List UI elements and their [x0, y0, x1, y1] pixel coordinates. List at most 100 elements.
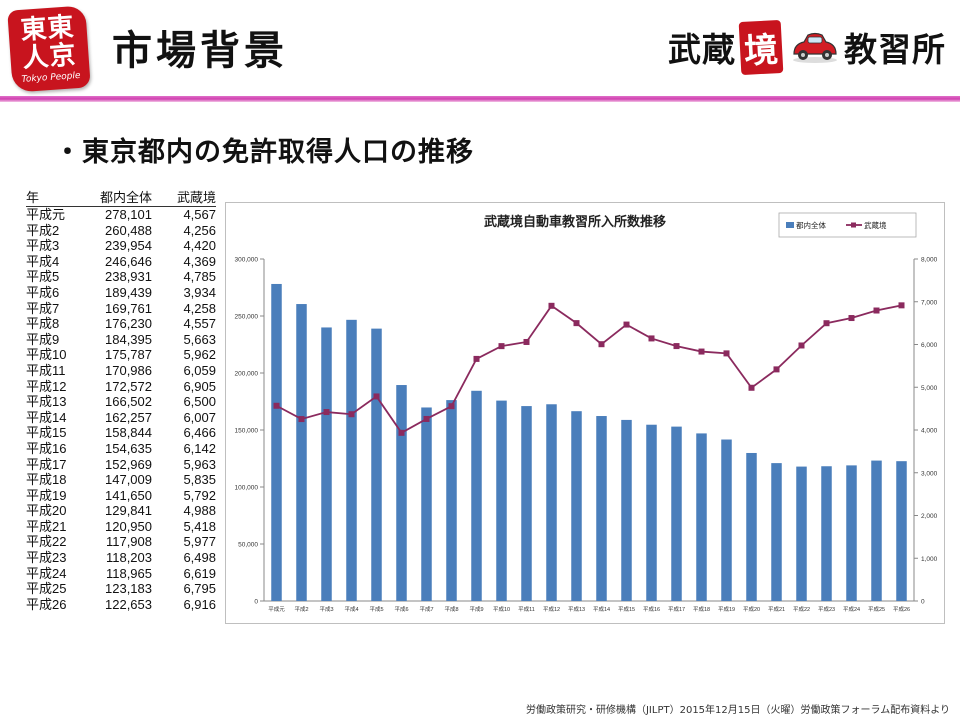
cell-year: 平成3 — [26, 238, 60, 254]
cell-musashisakai: 5,962 — [183, 347, 216, 363]
right-tick-label: 0 — [921, 599, 925, 606]
header-divider — [0, 96, 960, 102]
cell-musashisakai: 4,420 — [183, 238, 216, 254]
cell-musashisakai: 4,988 — [183, 503, 216, 519]
bar-tokyo-total — [721, 439, 732, 601]
point-musashisakai — [373, 393, 380, 400]
x-tick-label: 平成10 — [493, 605, 510, 613]
point-musashisakai — [423, 415, 430, 422]
point-musashisakai — [348, 411, 355, 418]
cell-musashisakai: 3,934 — [183, 284, 216, 300]
col-header-musashisakai: 武蔵境 — [152, 190, 216, 207]
table-row: 平成4 246,646 4,369 — [26, 254, 216, 270]
cell-year: 平成25 — [26, 581, 67, 597]
table-row: 平成17 152,969 5,963 — [26, 457, 216, 473]
x-tick-label: 平成9 — [469, 605, 483, 613]
cell-tokyo-total: 166,502 — [105, 394, 152, 410]
legend-label-musashisakai: 武蔵境 — [864, 220, 887, 230]
point-musashisakai — [898, 302, 905, 309]
cell-tokyo-total: 158,844 — [105, 425, 152, 441]
cell-tokyo-total: 238,931 — [105, 269, 152, 285]
legend-swatch-tokyo — [786, 222, 794, 228]
cell-year: 平成12 — [26, 378, 67, 394]
line-musashisakai — [276, 304, 902, 435]
chart-title: 武蔵境自動車教習所入所数推移 — [484, 214, 666, 229]
bar-tokyo-total — [846, 465, 857, 601]
table-row: 平成22 117,908 5,977 — [26, 534, 216, 550]
logo-text-line2: 人京 — [21, 40, 78, 74]
cell-tokyo-total: 246,646 — [105, 253, 152, 269]
table-row: 平成6 189,439 3,934 — [26, 285, 216, 301]
cell-musashisakai: 5,835 — [183, 472, 216, 488]
cell-year: 平成16 — [26, 440, 67, 456]
car-mascot-icon — [793, 32, 837, 63]
cell-year: 平成21 — [26, 518, 67, 534]
x-tick-label: 平成元 — [268, 605, 285, 613]
cell-musashisakai: 4,567 — [183, 207, 216, 222]
cell-musashisakai: 6,916 — [183, 596, 216, 612]
point-musashisakai — [673, 343, 680, 350]
cell-year: 平成9 — [26, 331, 60, 347]
cell-tokyo-total: 123,183 — [105, 581, 152, 597]
x-tick-label: 平成21 — [768, 605, 785, 613]
bar-tokyo-total — [871, 460, 882, 601]
x-tick-label: 平成3 — [319, 605, 333, 613]
cell-musashisakai: 5,663 — [183, 331, 216, 347]
x-tick-label: 平成13 — [568, 605, 585, 613]
table-header-row: 年 都内全体 武蔵境 — [26, 190, 216, 207]
cell-tokyo-total: 122,653 — [105, 596, 152, 612]
cell-year: 平成10 — [26, 347, 67, 363]
table-row: 平成19 141,650 5,792 — [26, 488, 216, 504]
table-row: 平成20 129,841 4,988 — [26, 503, 216, 519]
cell-musashisakai: 6,059 — [183, 362, 216, 378]
point-musashisakai — [823, 320, 830, 327]
cell-tokyo-total: 176,230 — [105, 316, 152, 332]
legend-marker-musashisakai — [851, 222, 856, 228]
bar-tokyo-total — [396, 385, 407, 601]
cell-year: 平成2 — [26, 222, 60, 238]
x-tick-label: 平成23 — [818, 605, 835, 613]
cell-musashisakai: 5,418 — [183, 518, 216, 534]
bar-tokyo-total — [371, 328, 382, 601]
cell-tokyo-total: 170,986 — [105, 362, 152, 378]
table-row: 平成3 239,954 4,420 — [26, 238, 216, 254]
right-tick-label: 1,000 — [921, 556, 938, 563]
right-tick-label: 7,000 — [921, 299, 938, 306]
point-musashisakai — [323, 409, 330, 416]
cell-musashisakai: 6,466 — [183, 425, 216, 441]
cell-year: 平成5 — [26, 269, 60, 285]
cell-year: 平成17 — [26, 456, 67, 472]
cell-tokyo-total: 175,787 — [105, 347, 152, 363]
cell-year: 平成4 — [26, 253, 60, 269]
cell-musashisakai: 5,963 — [183, 456, 216, 472]
point-musashisakai — [573, 320, 580, 327]
point-musashisakai — [873, 307, 880, 314]
right-tick-label: 8,000 — [921, 257, 938, 264]
x-tick-label: 平成12 — [543, 605, 560, 613]
table-row: 平成12 172,572 6,905 — [26, 379, 216, 395]
point-musashisakai — [648, 335, 655, 342]
bar-tokyo-total — [496, 400, 507, 601]
right-tick-label: 4,000 — [921, 428, 938, 435]
cell-year: 平成7 — [26, 300, 60, 316]
right-tick-label: 6,000 — [921, 342, 938, 349]
table-row: 平成2 260,488 4,256 — [26, 223, 216, 239]
cell-year: 平成8 — [26, 316, 60, 332]
combo-chart: 武蔵境自動車教習所入所数推移 0 50,000 100,000 150,000 200,0… — [235, 212, 938, 613]
cell-year: 平成24 — [26, 565, 67, 581]
bar-tokyo-total — [296, 304, 307, 601]
x-tick-label: 平成16 — [643, 605, 660, 613]
left-tick-label: 100,000 — [235, 485, 259, 492]
cell-year: 平成26 — [26, 596, 67, 612]
table-row: 平成11 170,986 6,059 — [26, 363, 216, 379]
cell-tokyo-total: 129,841 — [105, 503, 152, 519]
cell-tokyo-total: 169,761 — [105, 300, 152, 316]
cell-musashisakai: 4,369 — [183, 253, 216, 269]
point-musashisakai — [523, 338, 530, 345]
x-tick-label: 平成4 — [344, 605, 358, 613]
cell-musashisakai: 5,977 — [183, 534, 216, 550]
table-row: 平成14 162,257 6,007 — [26, 410, 216, 426]
right-tick-label: 3,000 — [921, 470, 938, 477]
bar-tokyo-total — [546, 404, 557, 601]
brand-text-left: 武蔵 — [668, 30, 736, 69]
